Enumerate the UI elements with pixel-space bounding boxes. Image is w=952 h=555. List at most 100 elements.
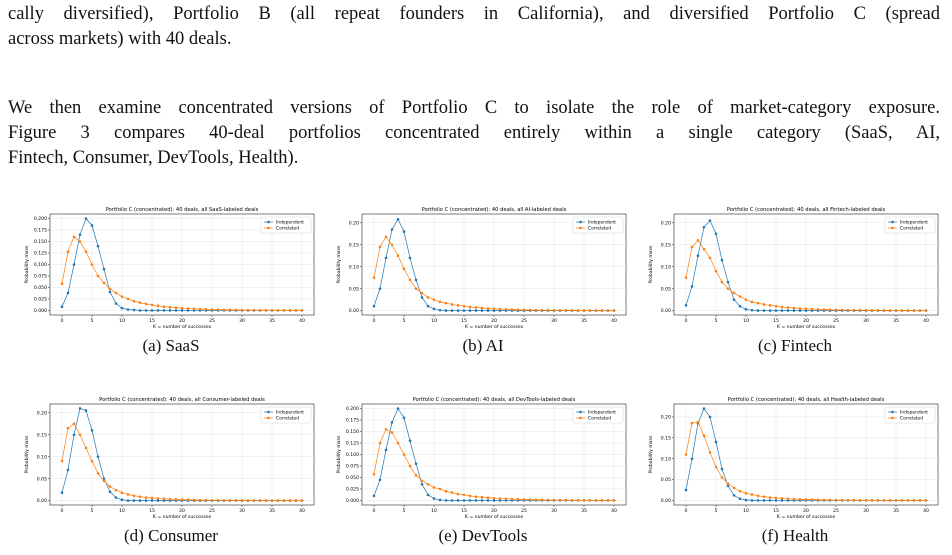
x-tick-label: 35 (269, 318, 275, 324)
data-point (174, 309, 178, 312)
data-point (90, 224, 94, 227)
data-point (240, 308, 244, 312)
data-point (834, 308, 838, 312)
y-tick-label: 0.200 (346, 406, 359, 412)
x-tick-label: 25 (833, 318, 839, 324)
legend-box (260, 406, 312, 424)
data-point (378, 245, 382, 249)
data-point (876, 309, 880, 312)
data-point (504, 307, 508, 311)
data-point (726, 482, 730, 486)
data-point (126, 493, 130, 496)
data-point (300, 499, 304, 502)
data-point (396, 217, 400, 221)
chart: 0 5 10 15 20 25 30 35 40 0.000 0.025 0.050 0.075 0.10… (336, 397, 627, 520)
data-point (756, 494, 760, 498)
data-point (174, 498, 178, 501)
data-point (144, 496, 148, 499)
data-point (444, 301, 448, 305)
x-axis-label: K = number of successes (777, 324, 836, 330)
legend-label: Independent (588, 220, 616, 226)
y-tick-label: 0.20 (37, 410, 47, 416)
data-point (738, 304, 742, 308)
data-point (906, 309, 910, 312)
data-point (72, 235, 76, 239)
text-line: across markets) with 40 deals. (8, 29, 232, 49)
data-point (846, 308, 850, 312)
data-point (912, 499, 916, 502)
data-point (162, 305, 166, 309)
x-tick-label: 35 (581, 508, 587, 514)
data-point (516, 497, 520, 501)
x-tick-label: 40 (299, 318, 305, 324)
data-point (594, 499, 598, 502)
data-point (384, 448, 388, 452)
x-tick-label: 10 (743, 318, 749, 324)
x-tick-label: 20 (803, 508, 809, 514)
legend-label: Independent (588, 410, 616, 416)
data-point (372, 304, 376, 308)
y-tick-label: 0.000 (346, 498, 359, 504)
data-point (96, 455, 100, 458)
data-point (726, 287, 730, 290)
x-tick-label: 0 (61, 508, 64, 514)
data-point (702, 225, 706, 229)
legend-box (572, 216, 624, 234)
data-point (66, 291, 70, 295)
data-point (72, 422, 76, 426)
legend-marker (891, 416, 894, 420)
data-point (732, 291, 736, 295)
y-tick-label: 0.125 (346, 441, 359, 447)
y-tick-label: 0.05 (661, 286, 671, 292)
legend-marker (891, 410, 894, 414)
data-point (546, 498, 550, 502)
data-point (438, 487, 442, 491)
chart-title: Portfolio C (concentrated): 40 deals, al… (106, 207, 259, 213)
data-point (60, 491, 64, 495)
data-point (486, 309, 490, 312)
data-point (588, 498, 592, 502)
x-tick-label: 5 (91, 318, 94, 324)
data-point (780, 309, 784, 312)
data-point (246, 499, 250, 502)
x-tick-label: 0 (373, 508, 376, 514)
data-point (552, 309, 556, 312)
data-point (612, 499, 616, 502)
data-point (84, 217, 88, 220)
data-point (72, 263, 76, 266)
data-point (486, 499, 490, 502)
data-point (168, 305, 172, 309)
legend-label: Correlated (900, 416, 923, 422)
data-point (282, 499, 286, 502)
x-tick-label: 25 (209, 318, 215, 324)
data-point (294, 309, 298, 312)
legend-marker (579, 416, 582, 420)
data-point (150, 496, 154, 500)
data-point (228, 308, 232, 312)
data-point (762, 303, 766, 306)
data-point (528, 308, 532, 312)
data-point (426, 296, 430, 299)
data-point (108, 485, 112, 488)
data-point (60, 305, 64, 309)
data-point (498, 307, 502, 311)
x-tick-label: 30 (551, 318, 557, 324)
legend-box (572, 406, 624, 424)
data-point (924, 499, 928, 502)
y-tick-label: 0.150 (34, 239, 47, 245)
data-point (414, 278, 418, 282)
x-tick-label: 30 (551, 508, 557, 514)
data-point (66, 426, 70, 430)
data-point (870, 309, 874, 312)
y-tick-label: 0.10 (37, 454, 47, 460)
data-point (420, 483, 424, 486)
data-point (822, 308, 826, 311)
data-point (702, 247, 706, 251)
data-point (96, 472, 100, 475)
data-point (774, 496, 778, 500)
data-point (78, 233, 82, 236)
x-axis-label: K = number of successes (777, 514, 836, 520)
data-point (450, 491, 454, 494)
data-point (738, 295, 742, 298)
